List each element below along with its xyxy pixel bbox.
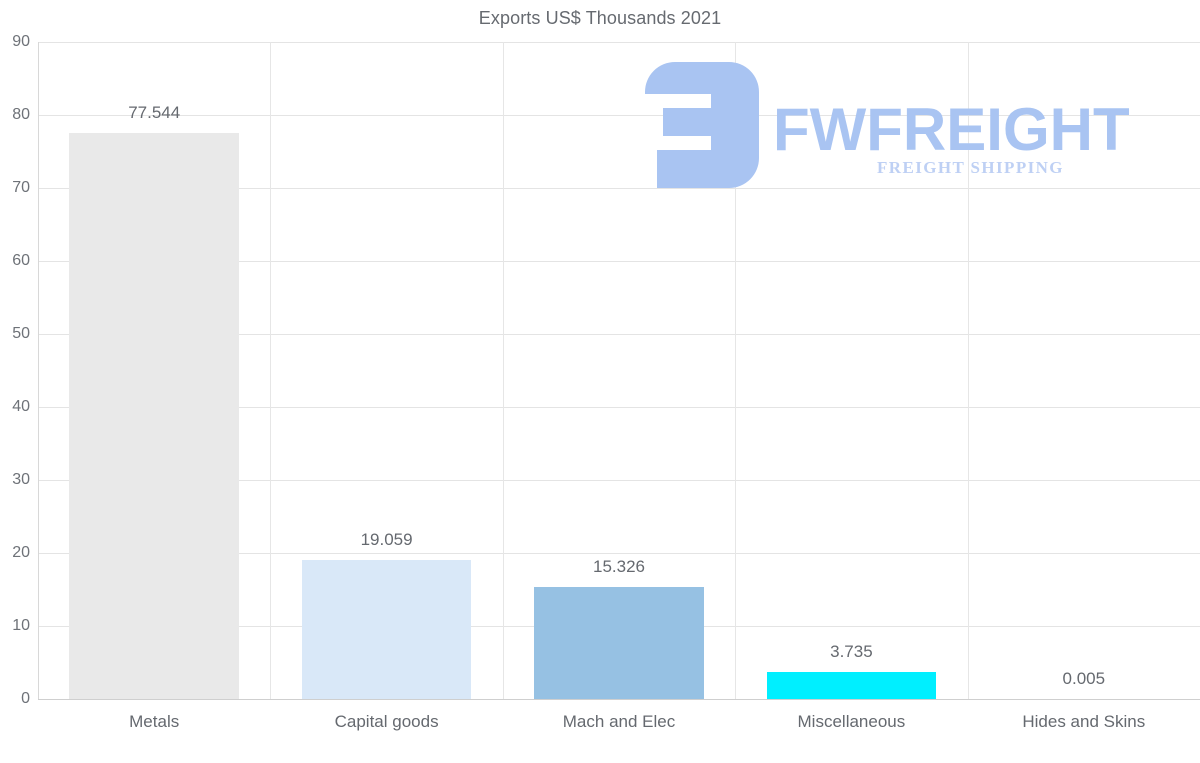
gridline-vertical: [270, 42, 271, 699]
y-axis-tick-label: 10: [12, 617, 30, 634]
gridline-horizontal: [38, 553, 1200, 554]
bar-value-label: 19.059: [360, 529, 413, 549]
gridline-horizontal: [38, 480, 1200, 481]
x-axis-category-label: Metals: [129, 712, 180, 731]
y-axis-tick-label: 70: [12, 179, 30, 196]
bar-value-label: 15.326: [593, 557, 645, 577]
y-axis-tick-label: 30: [12, 471, 30, 488]
gridline-horizontal: [38, 334, 1200, 335]
y-axis-tick-label: 50: [12, 325, 30, 342]
gridline-vertical: [735, 42, 736, 699]
gridline-vertical: [968, 42, 969, 699]
y-axis-line: [38, 42, 39, 700]
gridline-horizontal: [38, 261, 1200, 262]
gridline-vertical: [503, 42, 504, 699]
y-axis-tick-label: 60: [12, 252, 30, 269]
bar-value-label: 77.544: [128, 102, 181, 122]
y-axis-tick-label: 20: [12, 544, 30, 561]
bar-value-label: 3.735: [830, 641, 873, 661]
y-axis-tick-label: 90: [12, 33, 30, 50]
y-axis-tick-label: 80: [12, 106, 30, 123]
gridline-horizontal: [38, 407, 1200, 408]
gridline-horizontal: [38, 188, 1200, 189]
gridline-horizontal: [38, 42, 1200, 43]
gridline-horizontal: [38, 115, 1200, 116]
bar-value-label: 0.005: [1062, 668, 1106, 688]
x-axis-category-label: Capital goods: [334, 712, 439, 731]
y-axis-tick-label: 40: [12, 398, 30, 415]
x-axis-category-label: Mach and Elec: [562, 712, 676, 731]
x-axis-category-label: Hides and Skins: [1022, 712, 1146, 731]
y-axis-tick-label: 0: [21, 690, 30, 707]
plot-area: [38, 42, 1200, 699]
bar[interactable]: [301, 559, 472, 699]
bar[interactable]: [69, 132, 239, 699]
bar[interactable]: [534, 587, 704, 699]
x-axis-category-label: Miscellaneous: [797, 712, 906, 731]
chart-title: Exports US$ Thousands 2021: [478, 8, 722, 28]
bar[interactable]: [766, 671, 937, 699]
x-axis-line: [38, 699, 1200, 700]
